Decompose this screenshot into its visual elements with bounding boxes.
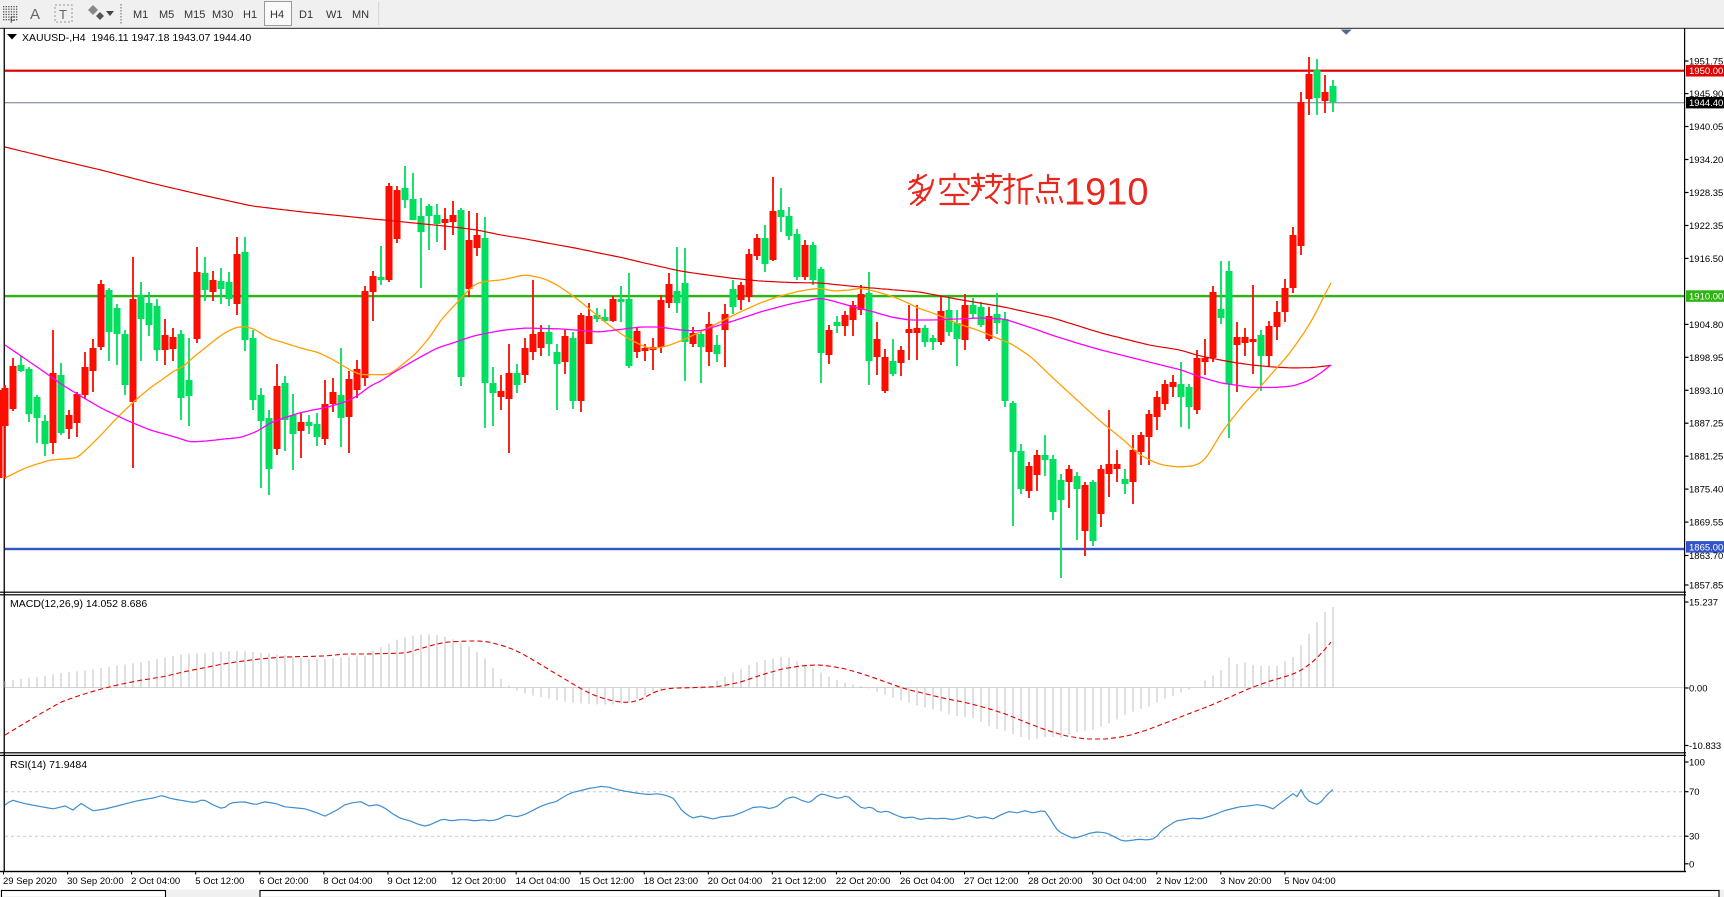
svg-text:3 Nov 20:00: 3 Nov 20:00 <box>1220 876 1271 887</box>
svg-text:1940.05: 1940.05 <box>1689 122 1723 133</box>
svg-text:1865.00: 1865.00 <box>1689 542 1723 553</box>
svg-text:1881.25: 1881.25 <box>1689 452 1723 463</box>
svg-text:1951.75: 1951.75 <box>1689 57 1723 68</box>
svg-text:1887.25: 1887.25 <box>1689 419 1723 430</box>
svg-text:30 Sep 20:00: 30 Sep 20:00 <box>67 876 124 887</box>
svg-text:M30: M30 <box>212 9 233 21</box>
svg-text:8 Oct 04:00: 8 Oct 04:00 <box>323 876 372 887</box>
svg-text:1904.80: 1904.80 <box>1689 320 1723 331</box>
svg-text:0: 0 <box>1689 859 1694 870</box>
svg-text:M1: M1 <box>133 9 148 21</box>
svg-text:1928.35: 1928.35 <box>1689 188 1723 199</box>
svg-text:14 Oct 04:00: 14 Oct 04:00 <box>516 876 570 887</box>
svg-text:1916.50: 1916.50 <box>1689 254 1723 265</box>
svg-text:22 Oct 20:00: 22 Oct 20:00 <box>836 876 890 887</box>
svg-text:-10.833: -10.833 <box>1689 741 1721 752</box>
svg-text:29 Sep 2020: 29 Sep 2020 <box>3 876 57 887</box>
svg-text:F: F <box>10 15 16 25</box>
svg-text:1922.35: 1922.35 <box>1689 221 1723 232</box>
svg-text:A: A <box>30 6 40 23</box>
svg-text:XAUUSD-,H4 1946.11 1947.18 19: XAUUSD-,H4 1946.11 1947.18 1943.07 1944.… <box>22 32 251 44</box>
svg-text:1869.55: 1869.55 <box>1689 518 1723 529</box>
svg-text:1934.20: 1934.20 <box>1689 155 1723 166</box>
svg-text:27 Oct 12:00: 27 Oct 12:00 <box>964 876 1018 887</box>
svg-text:30: 30 <box>1689 832 1700 843</box>
svg-text:1857.85: 1857.85 <box>1689 581 1723 592</box>
svg-text:M15: M15 <box>184 9 205 21</box>
svg-text:100: 100 <box>1689 758 1705 769</box>
svg-text:1910: 1910 <box>1064 172 1149 214</box>
svg-text:D1: D1 <box>299 9 313 21</box>
svg-text:18 Oct 23:00: 18 Oct 23:00 <box>644 876 698 887</box>
svg-text:1945.90: 1945.90 <box>1689 89 1723 100</box>
svg-text:15.237: 15.237 <box>1689 598 1718 609</box>
svg-text:30 Oct 04:00: 30 Oct 04:00 <box>1092 876 1146 887</box>
svg-text:T: T <box>59 7 67 22</box>
svg-text:1898.95: 1898.95 <box>1689 353 1723 364</box>
svg-text:1893.10: 1893.10 <box>1689 386 1723 397</box>
svg-text:6 Oct 20:00: 6 Oct 20:00 <box>259 876 308 887</box>
svg-text:28 Oct 20:00: 28 Oct 20:00 <box>1028 876 1082 887</box>
svg-text:5 Nov 04:00: 5 Nov 04:00 <box>1284 876 1335 887</box>
svg-text:RSI(14) 71.9484: RSI(14) 71.9484 <box>10 759 87 771</box>
svg-text:MACD(12,26,9) 14.052 8.686: MACD(12,26,9) 14.052 8.686 <box>10 598 147 610</box>
svg-text:2 Nov 12:00: 2 Nov 12:00 <box>1156 876 1207 887</box>
svg-text:9 Oct 12:00: 9 Oct 12:00 <box>387 876 436 887</box>
svg-text:21 Oct 12:00: 21 Oct 12:00 <box>772 876 826 887</box>
svg-text:MN: MN <box>352 9 369 21</box>
svg-text:12 Oct 20:00: 12 Oct 20:00 <box>452 876 506 887</box>
svg-text:2 Oct 04:00: 2 Oct 04:00 <box>131 876 180 887</box>
svg-text:1910.00: 1910.00 <box>1689 292 1723 303</box>
svg-text:1863.70: 1863.70 <box>1689 551 1723 562</box>
svg-text:1950.00: 1950.00 <box>1689 66 1723 77</box>
svg-text:0.00: 0.00 <box>1689 684 1708 695</box>
svg-text:1875.40: 1875.40 <box>1689 485 1723 496</box>
svg-text:20 Oct 04:00: 20 Oct 04:00 <box>708 876 762 887</box>
svg-text:1944.40: 1944.40 <box>1689 98 1723 109</box>
svg-text:H1: H1 <box>243 9 257 21</box>
svg-text:5 Oct 12:00: 5 Oct 12:00 <box>195 876 244 887</box>
svg-text:M5: M5 <box>159 9 174 21</box>
svg-text:W1: W1 <box>326 9 343 21</box>
svg-text:H4: H4 <box>270 9 284 21</box>
svg-text:26 Oct 04:00: 26 Oct 04:00 <box>900 876 954 887</box>
svg-text:15 Oct 12:00: 15 Oct 12:00 <box>580 876 634 887</box>
svg-text:70: 70 <box>1689 787 1700 798</box>
